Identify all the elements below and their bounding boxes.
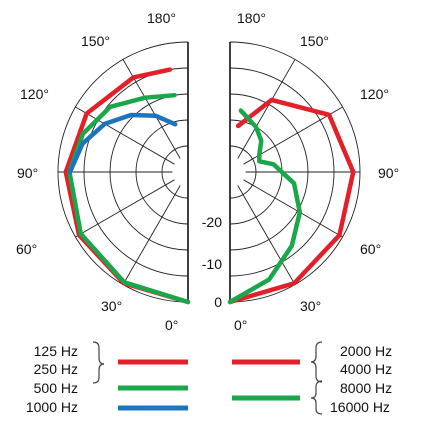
series-line-2	[67, 112, 178, 175]
right-grid-spoke-30	[237, 185, 296, 285]
right-angle-label-0: 0°	[234, 317, 247, 333]
left-grid-spoke-30	[122, 185, 181, 285]
angle-labels: 0° 30° 60° 90° 120° 150° 180° 0° 30° 60°…	[16, 10, 399, 333]
legend-entry-500hz: 500 Hz	[34, 380, 78, 396]
legend: 125 Hz 250 Hz 500 Hz 1000 Hz 2000 Hz 400…	[26, 341, 392, 415]
legend-brace-right-bottom	[310, 380, 323, 415]
left-angle-label-90: 90°	[17, 165, 38, 181]
right-angle-label-60: 60°	[360, 241, 381, 257]
left-polar-grid	[57, 41, 189, 303]
radial-tick-label-minus10: -10	[202, 256, 222, 272]
right-grid-spoke-150	[237, 59, 296, 159]
right-angle-label-150: 150°	[300, 33, 329, 49]
left-angle-label-30: 30°	[101, 298, 122, 314]
right-grid-spoke-60	[243, 179, 343, 238]
series-line-4	[227, 108, 303, 305]
response-curves	[63, 67, 356, 305]
right-angle-label-30: 30°	[300, 298, 321, 314]
legend-entry-2000hz: 2000 Hz	[340, 343, 392, 359]
legend-entry-1000hz: 1000 Hz	[26, 399, 78, 415]
left-angle-label-180: 180°	[147, 10, 176, 26]
radial-scale: -20 -10 0	[202, 214, 222, 310]
right-angle-label-180: 180°	[237, 10, 266, 26]
legend-entry-250hz: 250 Hz	[34, 361, 78, 377]
right-angle-label-90: 90°	[378, 165, 399, 181]
left-angle-label-150: 150°	[81, 33, 110, 49]
left-grid-spoke-60	[75, 179, 175, 238]
right-polar-grid	[229, 41, 361, 303]
left-angle-label-0: 0°	[165, 317, 178, 333]
left-grid-spoke-120	[75, 106, 175, 165]
left-angle-label-120: 120°	[20, 86, 49, 102]
legend-entry-125hz: 125 Hz	[34, 343, 78, 359]
series-line-3	[227, 97, 356, 305]
legend-entry-8000hz: 8000 Hz	[340, 380, 392, 396]
legend-brace-right-top	[310, 341, 323, 383]
legend-brace-left	[92, 341, 105, 384]
radial-tick-label-0: 0	[214, 294, 222, 310]
legend-entry-4000hz: 4000 Hz	[340, 361, 392, 377]
right-angle-label-120: 120°	[360, 86, 389, 102]
legend-entry-16000hz: 16000 Hz	[330, 399, 390, 415]
left-angle-label-60: 60°	[16, 241, 37, 257]
radial-tick-label-minus20: -20	[202, 214, 222, 230]
